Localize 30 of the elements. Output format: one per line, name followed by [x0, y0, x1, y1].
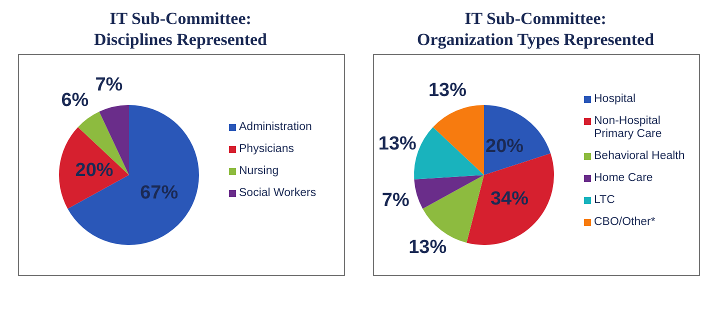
legend-label: Behavioral Health [594, 150, 685, 162]
pie-slice [484, 105, 551, 175]
pie-slice [414, 175, 484, 209]
data-label: 20% [75, 160, 114, 182]
legend-label: Administration [239, 121, 312, 134]
pie-slice [466, 153, 554, 245]
legend-label: Nursing [239, 165, 279, 178]
data-label: 6% [61, 90, 89, 112]
legend-label: Non-Hospital Primary Care [594, 114, 663, 140]
data-label: 7% [382, 190, 410, 212]
pie-slice [59, 127, 129, 209]
legend-label: Hospital [594, 92, 636, 106]
legend-label: LTC [594, 194, 615, 206]
chart-title: IT Sub-Committee: Disciplines Represented [93, 8, 268, 50]
data-label: 7% [95, 74, 123, 96]
legend-label: CBO/Other* [594, 216, 656, 228]
pie-slice [414, 127, 484, 180]
pie-slice [78, 112, 129, 175]
legend-label: Social Workers [239, 187, 316, 200]
data-label: 13% [408, 237, 447, 258]
chart-title: IT Sub-Committee: Organization Types Represented [416, 8, 656, 50]
data-label: 13% [378, 133, 417, 154]
pie-slice [432, 105, 484, 175]
data-label: 13% [428, 80, 467, 102]
data-label: 34% [490, 188, 529, 210]
data-label: 20% [486, 136, 524, 158]
data-label: 67% [140, 182, 178, 204]
legend-label: Home Care [594, 172, 653, 184]
legend-label: Physicians [239, 143, 294, 156]
pie-slice [68, 105, 199, 245]
